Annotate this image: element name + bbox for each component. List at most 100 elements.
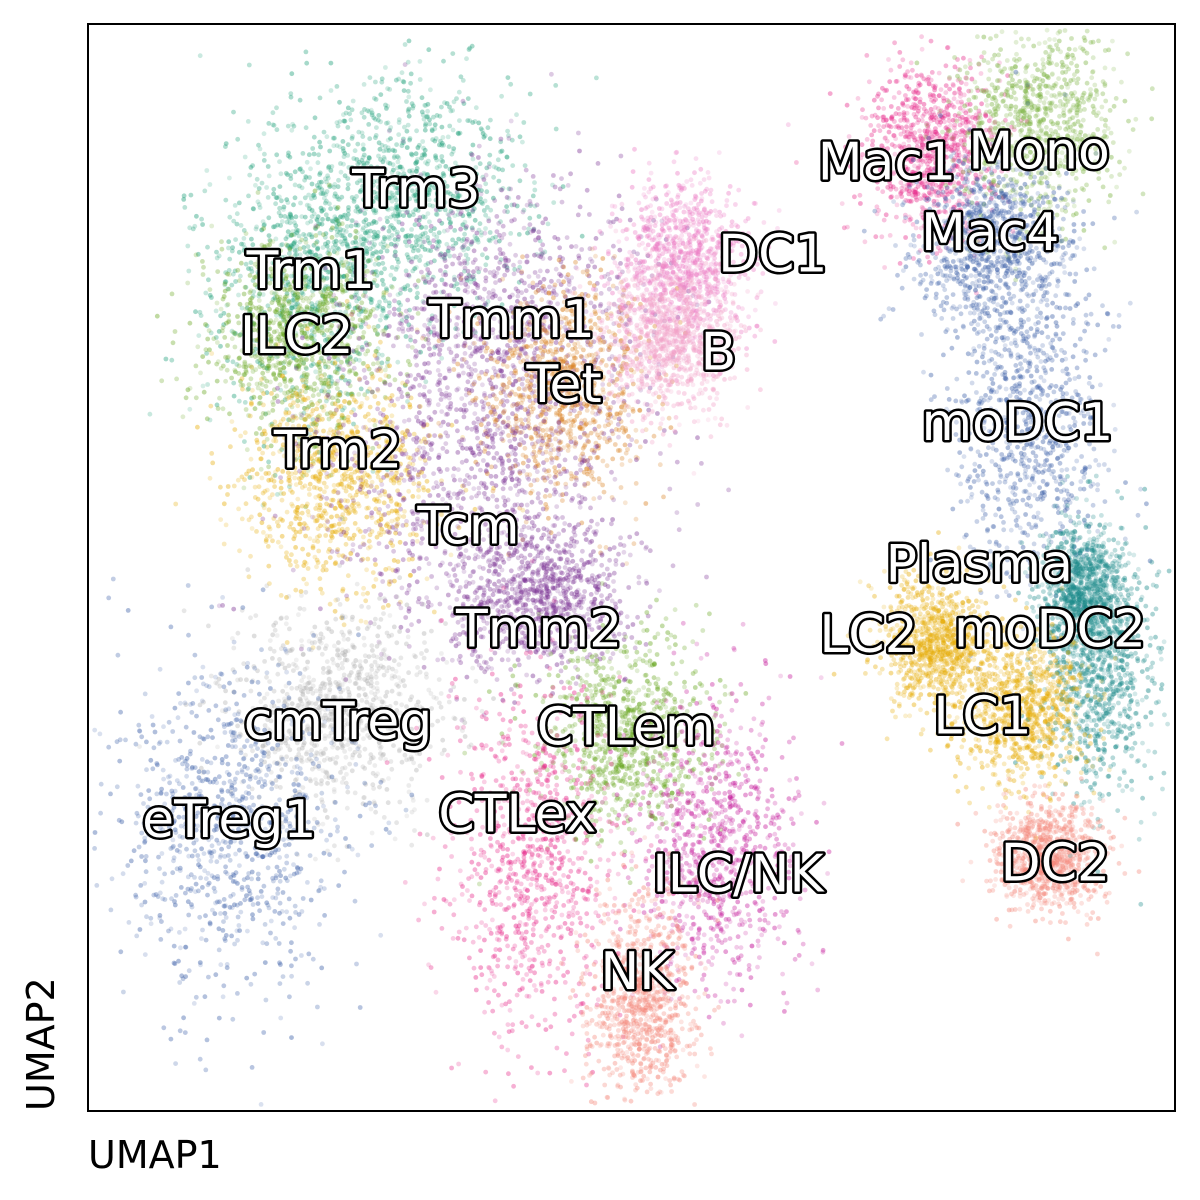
- point: [187, 225, 193, 231]
- point: [593, 253, 598, 259]
- point: [374, 283, 380, 289]
- point: [354, 157, 360, 162]
- point: [227, 175, 232, 181]
- point: [267, 495, 273, 501]
- point: [396, 132, 402, 138]
- point: [401, 140, 406, 146]
- point: [340, 214, 346, 220]
- point: [227, 256, 233, 262]
- point: [546, 437, 552, 443]
- point: [321, 232, 326, 238]
- point: [480, 354, 485, 360]
- point: [223, 144, 228, 150]
- point: [595, 432, 600, 438]
- point: [361, 152, 367, 158]
- point: [341, 112, 346, 118]
- point: [406, 106, 412, 112]
- point: [389, 223, 394, 228]
- point: [392, 208, 398, 213]
- point: [404, 318, 409, 324]
- point: [451, 303, 457, 309]
- point: [288, 388, 293, 393]
- point: [437, 239, 442, 245]
- point: [434, 191, 440, 197]
- point: [259, 475, 265, 481]
- point: [409, 152, 415, 158]
- point: [363, 230, 369, 235]
- point: [196, 333, 202, 338]
- point: [303, 533, 308, 539]
- point: [360, 142, 366, 148]
- point: [496, 166, 502, 172]
- point: [480, 382, 485, 388]
- point: [388, 272, 394, 278]
- point: [317, 230, 323, 236]
- point: [606, 382, 612, 387]
- point: [601, 390, 606, 395]
- point: [476, 143, 482, 149]
- point: [457, 260, 463, 266]
- point: [540, 242, 546, 248]
- point: [415, 145, 421, 150]
- point: [225, 271, 230, 277]
- point: [425, 172, 430, 177]
- point: [389, 198, 395, 204]
- point: [465, 207, 470, 213]
- point: [389, 232, 395, 238]
- point: [312, 115, 318, 121]
- point: [293, 587, 299, 593]
- point: [342, 150, 348, 156]
- point: [695, 435, 700, 441]
- point: [413, 151, 419, 157]
- point: [371, 199, 376, 204]
- point: [324, 134, 330, 140]
- point: [404, 145, 410, 150]
- point: [373, 133, 379, 138]
- point: [318, 191, 324, 197]
- point: [569, 244, 574, 250]
- point: [400, 78, 406, 84]
- point: [502, 263, 508, 268]
- point: [188, 192, 194, 198]
- point: [311, 134, 317, 140]
- point: [180, 414, 186, 420]
- point: [422, 239, 427, 245]
- point: [488, 117, 493, 123]
- point: [566, 278, 572, 283]
- point: [421, 177, 426, 183]
- point: [372, 242, 377, 247]
- point: [371, 208, 377, 214]
- point: [561, 264, 567, 270]
- point: [496, 266, 501, 271]
- point: [221, 294, 227, 299]
- point: [394, 197, 399, 203]
- point: [383, 373, 389, 378]
- point: [611, 243, 616, 249]
- point: [361, 146, 367, 152]
- point: [479, 127, 485, 133]
- point: [431, 238, 436, 244]
- point: [312, 381, 317, 387]
- point: [342, 235, 348, 241]
- point: [532, 187, 538, 193]
- point: [305, 220, 310, 226]
- point: [501, 231, 507, 237]
- point: [334, 84, 340, 89]
- point: [489, 464, 494, 470]
- point: [315, 343, 321, 348]
- point: [447, 166, 453, 172]
- point: [610, 431, 616, 437]
- point: [266, 121, 272, 126]
- point: [486, 216, 491, 222]
- point: [391, 167, 396, 173]
- point: [405, 209, 411, 215]
- point: [218, 306, 224, 312]
- point: [393, 185, 398, 191]
- point: [485, 204, 490, 210]
- point: [320, 217, 325, 222]
- point: [448, 108, 454, 114]
- point: [207, 292, 213, 298]
- point: [229, 375, 235, 381]
- point: [363, 307, 369, 313]
- point: [470, 209, 476, 214]
